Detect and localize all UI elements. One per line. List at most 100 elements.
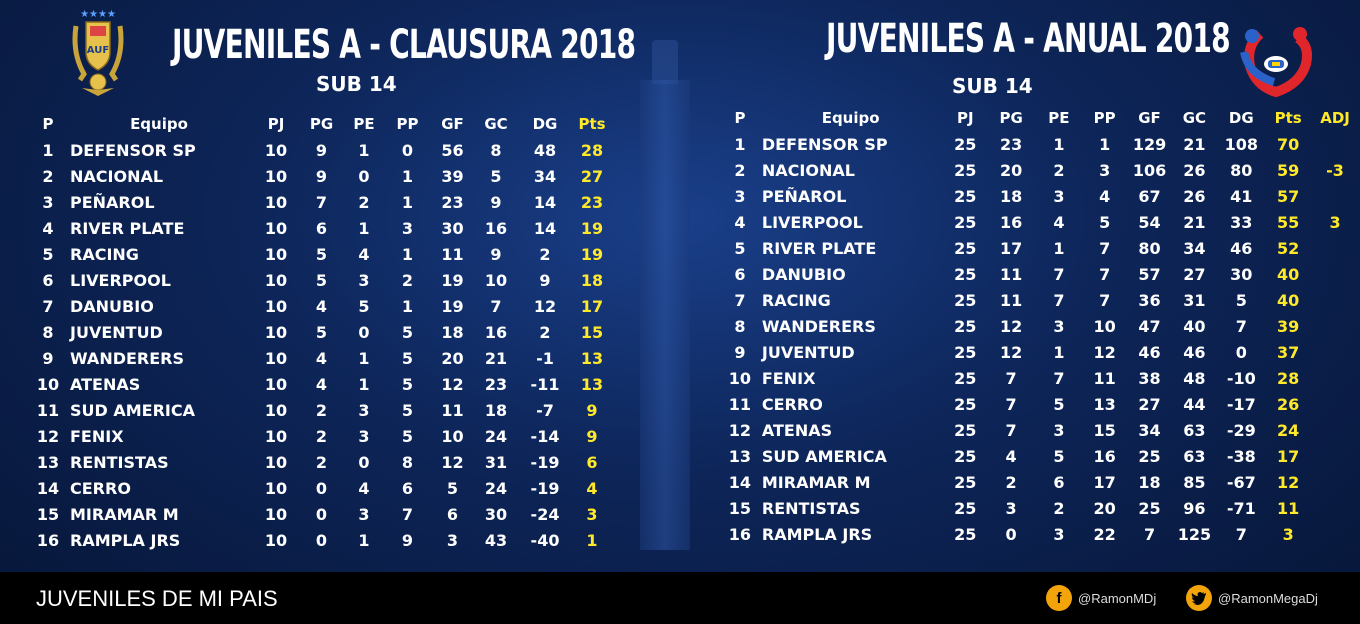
table-row: 9 JUVENTUD 25 12 1 12 46 46 0 37 — [722, 339, 1360, 365]
cell-pe: 3 — [358, 426, 370, 446]
cell-pe: 2 — [1053, 498, 1065, 518]
cell-adj — [1310, 365, 1360, 391]
cell-pj: 10 — [264, 530, 288, 550]
cell-equipo: MIRAMAR M — [761, 472, 871, 492]
cell-pp: 7 — [1099, 238, 1111, 258]
facebook-icon: f — [1046, 585, 1072, 611]
cell-pe: 3 — [1053, 420, 1065, 440]
header-dg: DG — [1228, 109, 1254, 127]
cell-p: 4 — [734, 212, 746, 232]
cell-dg: -17 — [1226, 394, 1256, 414]
cell-equipo: FENIX — [761, 368, 816, 388]
cell-gc: 26 — [1183, 186, 1206, 206]
cell-pts: 9 — [586, 400, 598, 420]
cell-pts: 19 — [580, 244, 604, 264]
cell-gc: 31 — [484, 452, 508, 472]
cell-dg: -29 — [1226, 420, 1256, 440]
cell-gf: 106 — [1132, 160, 1167, 180]
cell-pj: 25 — [954, 212, 977, 232]
cell-pp: 10 — [1093, 316, 1116, 336]
cell-pts: 70 — [1277, 134, 1300, 154]
cell-equipo: WANDERERS — [70, 348, 185, 368]
cell-equipo: SUD AMERICA — [761, 446, 887, 466]
cell-pts: 6 — [586, 452, 598, 472]
cell-gc: 18 — [484, 400, 508, 420]
cell-pj: 10 — [264, 296, 288, 316]
cell-pts: 9 — [586, 426, 598, 446]
header-pg: PG — [999, 109, 1023, 127]
facebook-link[interactable]: f @RamonMDj — [1046, 585, 1156, 611]
cell-pts: 19 — [580, 218, 604, 238]
cell-pe: 3 — [358, 270, 370, 290]
cell-pj: 25 — [954, 316, 977, 336]
cell-pe: 3 — [1053, 524, 1065, 544]
cell-dg: 2 — [539, 322, 551, 342]
right-subtitle: SUB 14 — [952, 74, 1033, 98]
cell-gf: 129 — [1132, 134, 1167, 154]
cell-pe: 1 — [358, 140, 370, 160]
cell-gc: 10 — [484, 270, 508, 290]
cell-pe: 4 — [358, 478, 370, 498]
cell-equipo: RENTISTAS — [70, 452, 169, 472]
cell-pts: 24 — [1277, 420, 1300, 440]
cell-pg: 4 — [315, 296, 328, 316]
cell-pp: 1 — [401, 296, 414, 316]
cell-adj — [1310, 443, 1360, 469]
table-row: 16 RAMPLA JRS 25 0 3 22 7 125 7 3 — [722, 521, 1360, 547]
cell-pe: 3 — [1053, 186, 1065, 206]
cell-p: 15 — [36, 504, 60, 524]
cell-dg: -71 — [1226, 498, 1256, 518]
cell-pj: 10 — [264, 504, 288, 524]
cell-gc: 63 — [1183, 446, 1206, 466]
cell-pj: 25 — [954, 420, 977, 440]
auf-letters: AUF — [87, 45, 109, 56]
cell-gc: 5 — [490, 166, 502, 186]
cell-gc: 34 — [1183, 238, 1206, 258]
twitter-link[interactable]: @RamonMegaDj — [1186, 585, 1318, 611]
cell-gc: 16 — [484, 218, 508, 238]
table-row: 4 RIVER PLATE 10 6 1 3 30 16 14 19 — [30, 215, 611, 241]
header-pe: PE — [353, 115, 375, 133]
header-pj: PJ — [267, 115, 285, 133]
cell-gf: 27 — [1138, 394, 1161, 414]
cell-equipo: WANDERERS — [761, 316, 876, 336]
cell-gc: 9 — [490, 244, 502, 264]
header-p: P — [734, 109, 746, 127]
cell-pe: 1 — [358, 530, 370, 550]
cell-pe: 3 — [358, 400, 370, 420]
cell-gc: 7 — [490, 296, 502, 316]
cell-pe: 2 — [1053, 160, 1065, 180]
cell-pg: 11 — [999, 264, 1023, 284]
auf-stars: ★★★★ — [80, 9, 116, 20]
cell-adj — [1310, 391, 1360, 417]
cell-pg: 4 — [315, 374, 328, 394]
table-header-row: P Equipo PJ PG PE PP GF GC DG Pts — [30, 111, 611, 137]
cell-gf: 54 — [1138, 212, 1161, 232]
cell-pj: 10 — [264, 400, 288, 420]
cell-gc: 24 — [484, 426, 508, 446]
table-row: 5 RACING 10 5 4 1 11 9 2 19 — [30, 241, 611, 267]
cell-pj: 25 — [954, 498, 977, 518]
cell-dg: -11 — [530, 374, 560, 394]
cell-dg: 30 — [1230, 264, 1253, 284]
cell-p: 7 — [734, 290, 746, 310]
cell-gf: 10 — [441, 426, 464, 446]
cell-adj — [1310, 287, 1360, 313]
cell-gc: 30 — [484, 504, 508, 524]
cell-p: 1 — [42, 140, 54, 160]
header-pts: Pts — [578, 115, 606, 133]
cell-pj: 10 — [264, 322, 288, 342]
cell-gf: 11 — [441, 244, 464, 264]
cell-pe: 1 — [358, 218, 370, 238]
cell-dg: 2 — [539, 244, 551, 264]
cell-gf: 30 — [441, 218, 464, 238]
cell-pg: 4 — [1005, 446, 1017, 466]
cell-pj: 25 — [954, 368, 977, 388]
cell-adj — [1310, 417, 1360, 443]
header-gf: GF — [1138, 109, 1161, 127]
cell-pe: 0 — [358, 452, 370, 472]
cell-pe: 1 — [358, 374, 370, 394]
cell-pe: 0 — [358, 166, 370, 186]
header-dg: DG — [532, 115, 558, 133]
cell-pe: 7 — [1053, 264, 1065, 284]
